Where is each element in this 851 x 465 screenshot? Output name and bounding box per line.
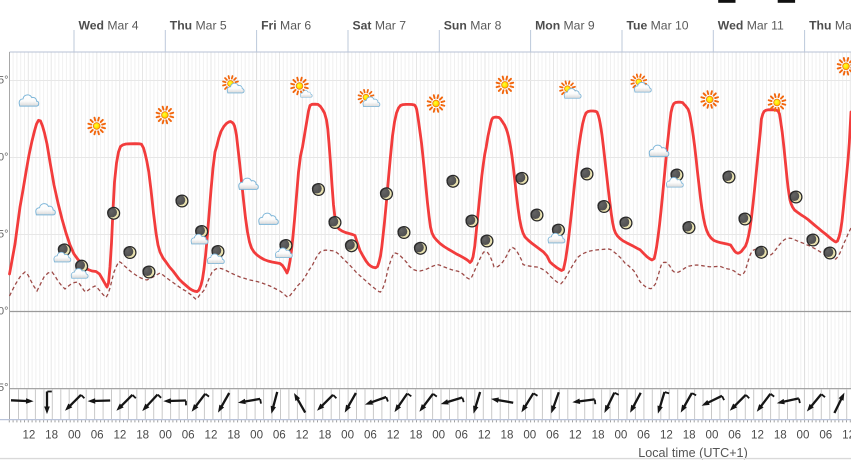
svg-text:Mon Mar 9: Mon Mar 9: [535, 19, 595, 33]
svg-text:Thu Mar 12: Thu Mar 12: [809, 19, 851, 33]
svg-text:12: 12: [113, 428, 126, 441]
svg-text:00: 00: [68, 428, 81, 441]
svg-text:Sat Mar 7: Sat Mar 7: [353, 19, 407, 33]
svg-text:06: 06: [91, 428, 104, 441]
svg-text:Tue Mar 10: Tue Mar 10: [627, 19, 689, 33]
svg-text:18: 18: [410, 428, 423, 441]
svg-text:15°: 15°: [0, 75, 9, 87]
svg-text:12: 12: [205, 428, 218, 441]
svg-text:00: 00: [706, 428, 719, 441]
svg-text:12: 12: [296, 428, 309, 441]
svg-text:12: 12: [842, 428, 851, 441]
svg-text:06: 06: [273, 428, 286, 441]
svg-text:18: 18: [683, 428, 696, 441]
svg-text:0°: 0°: [0, 306, 9, 318]
svg-text:Wed Mar 4: Wed Mar 4: [79, 19, 139, 33]
svg-text:06: 06: [182, 428, 195, 441]
svg-text:18: 18: [592, 428, 605, 441]
svg-text:5°: 5°: [0, 229, 9, 241]
svg-text:18: 18: [45, 428, 58, 441]
svg-text:06: 06: [455, 428, 468, 441]
svg-text:18: 18: [774, 428, 787, 441]
svg-text:00: 00: [797, 428, 810, 441]
svg-text:00: 00: [250, 428, 263, 441]
svg-text:06: 06: [364, 428, 377, 441]
svg-text:Thu Mar 5: Thu Mar 5: [170, 19, 227, 33]
svg-text:10°: 10°: [0, 152, 9, 164]
svg-text:18: 18: [136, 428, 149, 441]
svg-text:00: 00: [159, 428, 172, 441]
svg-text:12: 12: [660, 428, 673, 441]
svg-text:00: 00: [432, 428, 445, 441]
svg-text:Fri Mar 6: Fri Mar 6: [261, 19, 311, 33]
svg-text:Local time (UTC+1): Local time (UTC+1): [638, 446, 748, 460]
svg-text:12: 12: [569, 428, 582, 441]
svg-text:12: 12: [387, 428, 400, 441]
svg-text:00: 00: [523, 428, 536, 441]
svg-text:06: 06: [728, 428, 741, 441]
svg-text:18: 18: [227, 428, 240, 441]
svg-text:12: 12: [751, 428, 764, 441]
svg-text:06: 06: [819, 428, 832, 441]
svg-text:18: 18: [318, 428, 331, 441]
svg-text:-5°: -5°: [0, 382, 9, 394]
svg-text:00: 00: [614, 428, 627, 441]
svg-text:12: 12: [22, 428, 35, 441]
svg-text:06: 06: [546, 428, 559, 441]
svg-text:Wed Mar 11: Wed Mar 11: [718, 19, 784, 33]
svg-text:Sun Mar 8: Sun Mar 8: [444, 19, 502, 33]
svg-text:00: 00: [341, 428, 354, 441]
svg-text:06: 06: [637, 428, 650, 441]
svg-text:12: 12: [478, 428, 491, 441]
svg-text:18: 18: [501, 428, 514, 441]
